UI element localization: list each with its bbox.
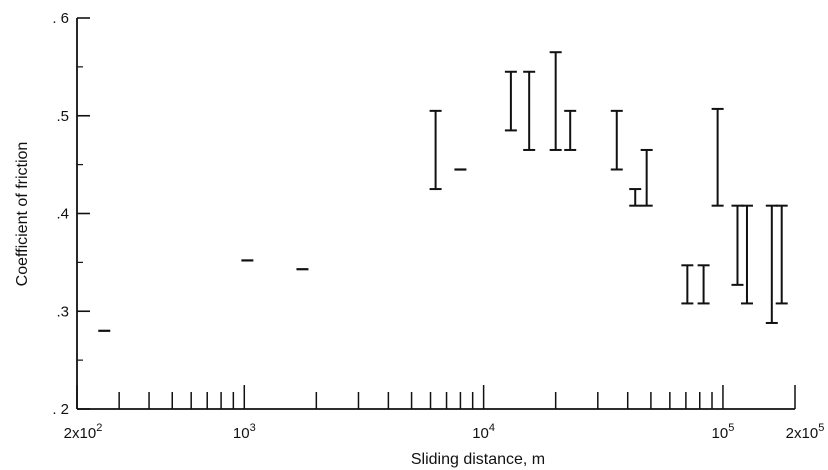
x-minor-ticks (76, 385, 796, 409)
x-tick-label-exponent: 3 (250, 422, 256, 434)
data-range (681, 264, 694, 305)
x-tick-label-base: 10 (233, 425, 250, 442)
data-range (697, 264, 710, 305)
data-range (640, 148, 653, 207)
y-tick-label: .3 (56, 303, 69, 320)
data-ranges (98, 51, 788, 332)
x-tick-label-exponent: 5 (728, 422, 734, 434)
x-tick-label: 105 (712, 422, 735, 442)
x-tick-label-exponent: 2 (96, 422, 102, 434)
x-tick-label: 103 (233, 422, 256, 442)
y-tick-label: . 6 (52, 10, 69, 27)
x-tick-label: 2x105 (786, 422, 825, 442)
data-range (564, 109, 577, 151)
y-tick-label: . 2 (52, 401, 69, 418)
x-tick-label-exponent: 5 (818, 422, 824, 434)
x-tick-label-base: 10 (472, 425, 489, 442)
data-range (504, 70, 517, 132)
data-range (740, 204, 753, 305)
data-range (429, 109, 442, 191)
data-range (523, 70, 536, 151)
y-tick-label: .5 (56, 108, 69, 125)
data-range (629, 188, 642, 207)
data-range (775, 204, 788, 305)
x-tick-label: 104 (472, 422, 495, 442)
data-range (711, 107, 724, 207)
x-tick-label-exponent: 4 (489, 422, 495, 434)
x-axis-label: Sliding distance, m (411, 451, 545, 468)
y-tick-label: .4 (56, 206, 69, 223)
x-tick-label-base: 2x10 (786, 425, 819, 442)
axes (76, 18, 795, 410)
x-tick-label: 2x102 (64, 422, 103, 442)
x-tick-label-base: 10 (712, 425, 729, 442)
data-range (549, 51, 562, 151)
y-axis-label: Coefficient of friction (14, 142, 31, 287)
data-range (731, 204, 744, 286)
data-range (610, 109, 623, 171)
data-range (765, 204, 778, 324)
y-tick-labels: . 2 .3 .4 .5 . 6 (52, 10, 69, 418)
x-tick-label-base: 2x10 (64, 425, 97, 442)
x-tick-labels: 2x102 103 104 105 2x105 (64, 422, 825, 442)
y-ticks (77, 17, 90, 410)
